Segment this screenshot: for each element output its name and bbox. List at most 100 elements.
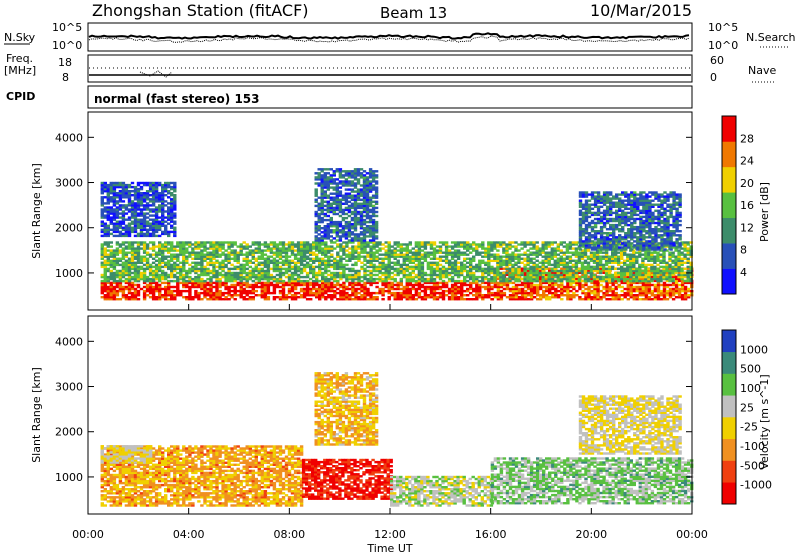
power-cell-r2: [200, 251, 204, 254]
power-cell-r2: [309, 257, 313, 260]
power-cell-r2: [408, 273, 412, 277]
power-cell-r2: [290, 259, 295, 262]
power-cell-r2: [194, 269, 198, 273]
power-cell-r1: [575, 269, 579, 272]
power-cell-r2: [372, 255, 376, 258]
power-cell-r1: [671, 287, 676, 291]
power-cell-r3: [323, 218, 327, 222]
power-cell-r2: [523, 277, 527, 281]
power-cell-r2: [158, 259, 162, 262]
power-cell-r2: [124, 253, 129, 256]
power-cell-r2: [514, 267, 518, 271]
power-cell-r1: [569, 298, 573, 301]
power-cell-r3: [323, 178, 327, 181]
power-cell-r1: [602, 271, 606, 274]
power-cell-r2: [568, 273, 573, 277]
power-cell-r2: [103, 271, 107, 275]
power-cell-r2: [626, 259, 630, 262]
power-cell-r2: [547, 251, 551, 254]
power-cell-r0: [330, 287, 334, 291]
power-cell-r2: [224, 265, 228, 269]
power-cell-r2: [378, 257, 382, 260]
power-cell-r1: [542, 281, 546, 285]
power-cell-r1: [560, 285, 564, 289]
power-cell-r2: [390, 277, 394, 281]
power-cell-r2: [154, 253, 159, 256]
power-cell-r2: [239, 249, 243, 252]
power-cell-r2: [517, 271, 521, 275]
power-cell-r2: [538, 261, 542, 264]
power-cell-r2: [182, 255, 186, 258]
power-cell-r2: [571, 273, 576, 277]
power-cell-r0: [423, 289, 428, 293]
power-cell-r2: [106, 241, 110, 244]
power-cell-r2: [450, 245, 455, 248]
power-cell-r2: [508, 273, 512, 277]
power-cell-r2: [387, 255, 391, 258]
power-cell-r2: [668, 269, 672, 273]
power-cell-r1: [626, 289, 630, 293]
power-cell-r3: [326, 231, 330, 234]
power-cell-r2: [677, 257, 681, 260]
power-cell-r2: [514, 261, 518, 264]
power-cell-r2: [333, 279, 337, 283]
power-cell-r0: [167, 283, 171, 287]
power-cell-r3: [329, 176, 333, 179]
power-cell-r3: [332, 220, 336, 224]
power-cell-r2: [218, 249, 222, 252]
power-cell-r3: [341, 174, 346, 177]
power-cell-r3: [314, 231, 318, 234]
power-cell-r1: [514, 289, 519, 293]
power-cell-r1: [551, 296, 555, 299]
power-cell-r0: [299, 294, 304, 297]
power-cell-r0: [167, 287, 171, 291]
power-cell-r2: [333, 273, 337, 277]
power-cell-r0: [197, 294, 201, 297]
power-cell-r2: [635, 251, 639, 254]
power-cell-r2: [158, 243, 162, 246]
power-cell-r3: [320, 194, 324, 197]
power-cell-r2: [644, 275, 648, 279]
power-cell-r2: [423, 277, 428, 281]
power-cell-r1: [557, 283, 561, 287]
power-cell-r1: [617, 298, 621, 301]
power-cell-r2: [484, 251, 488, 254]
power-cell-r2: [281, 241, 286, 244]
power-cell-r1: [529, 294, 534, 297]
power-cell-r0: [372, 296, 376, 299]
power-cell-r2: [417, 259, 422, 262]
power-cell-r2: [230, 263, 234, 267]
power-cell-r2: [490, 279, 494, 283]
power-cell-r2: [381, 277, 385, 281]
power-cell-r1: [602, 269, 606, 272]
power-cell-r2: [284, 275, 289, 279]
power-cell-r2: [487, 255, 491, 258]
power-cell-r2: [312, 261, 316, 264]
power-cell-r2: [330, 271, 334, 275]
power-cell-r2: [592, 257, 597, 260]
power-cell-r0: [164, 291, 168, 295]
power-cell-r2: [647, 259, 651, 262]
power-cell-r0: [115, 298, 120, 301]
power-cell-r2: [357, 255, 361, 258]
power-cell-r2: [517, 267, 521, 271]
power-cell-r2: [598, 279, 603, 283]
power-cell-r0: [309, 289, 313, 293]
power-cell-r2: [393, 279, 397, 283]
power-cell-r2: [393, 255, 397, 258]
power-cell-r0: [456, 281, 461, 285]
power-cell-r2: [523, 245, 527, 248]
power-cell-r0: [478, 296, 482, 299]
power-cell-r3: [356, 196, 361, 199]
power-cell-r2: [399, 277, 403, 281]
power-cell-r2: [396, 255, 400, 258]
power-cell-r2: [607, 269, 612, 273]
power-cell-r2: [154, 273, 159, 277]
power-cell-r2: [312, 271, 316, 275]
power-cell-r2: [293, 269, 298, 273]
power-cell-r1: [499, 298, 504, 301]
power-cell-r2: [541, 263, 545, 267]
power-cell-r2: [592, 265, 597, 269]
power-cell-r2: [463, 247, 467, 250]
power-cell-r2: [396, 273, 400, 277]
